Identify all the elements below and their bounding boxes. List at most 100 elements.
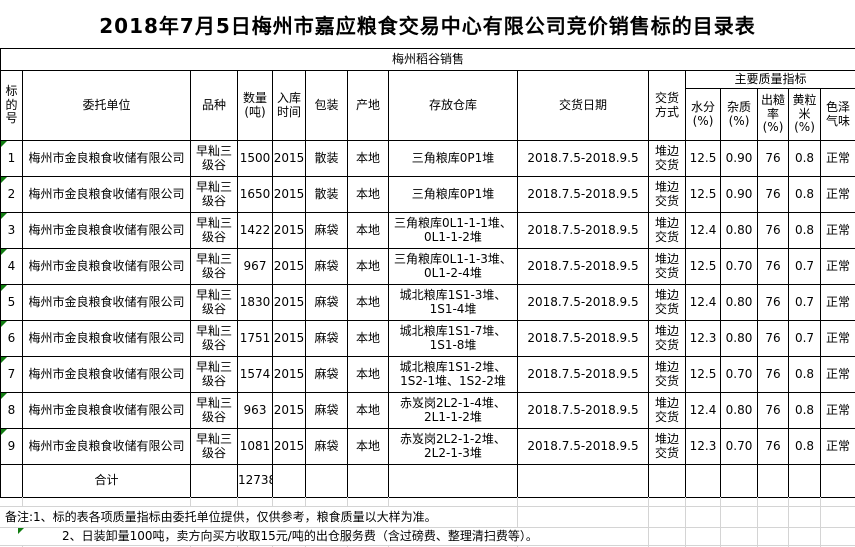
cell-brown-rice-rate[interactable]: 76 [757, 356, 789, 393]
cell-moisture[interactable]: 12.5 [685, 248, 721, 285]
cell-entrusting-unit[interactable]: 梅州市金良粮食收储有限公司 [22, 356, 191, 393]
cell-delivery-method[interactable]: 堆边 交货 [648, 428, 686, 465]
note-line-2[interactable]: 2、日装卸量100吨，卖方向买方收取15元/吨的出仓服务费（含过磅费、整理清扫费… [62, 529, 538, 543]
col-header-warehouse[interactable]: 存放仓库 [388, 70, 518, 141]
cell-moisture[interactable]: 12.5 [685, 140, 721, 177]
cell-origin[interactable]: 本地 [347, 176, 389, 213]
total-empty-cell[interactable] [788, 464, 821, 498]
cell-warehouse[interactable]: 三角粮库0P1堆 [388, 140, 518, 177]
total-empty-cell[interactable] [648, 464, 686, 498]
cell-packing[interactable]: 散装 [305, 176, 348, 213]
cell-moisture[interactable]: 12.5 [685, 176, 721, 213]
cell-color-odor[interactable]: 正常 [819, 356, 855, 393]
cell-warehouse[interactable]: 三角粮库0L1-1-3堆、 0L1-2-4堆 [388, 248, 518, 285]
cell-origin[interactable]: 本地 [347, 140, 389, 177]
cell-brown-rice-rate[interactable]: 76 [757, 428, 789, 465]
cell-yellow-grain[interactable]: 0.8 [788, 356, 821, 393]
cell-storage-year[interactable]: 2015 [272, 248, 306, 285]
cell-brown-rice-rate[interactable]: 76 [757, 392, 789, 429]
cell-variety[interactable]: 早籼三 级谷 [190, 248, 238, 285]
cell-yellow-grain[interactable]: 0.8 [788, 212, 821, 249]
total-empty-cell[interactable] [685, 464, 721, 498]
total-empty-cell[interactable] [272, 464, 306, 498]
cell-storage-year[interactable]: 2015 [272, 176, 306, 213]
cell-delivery-date[interactable]: 2018.7.5-2018.9.5 [517, 428, 649, 465]
col-header-brown-rice-rate[interactable]: 出糙 率 (%) [757, 88, 789, 141]
cell-storage-year[interactable]: 2015 [272, 140, 306, 177]
cell-packing[interactable]: 麻袋 [305, 320, 348, 357]
cell-yellow-grain[interactable]: 0.7 [788, 320, 821, 357]
cell-entrusting-unit[interactable]: 梅州市金良粮食收储有限公司 [22, 428, 191, 465]
cell-moisture[interactable]: 12.4 [685, 392, 721, 429]
total-empty-cell[interactable] [388, 464, 518, 498]
cell-origin[interactable]: 本地 [347, 284, 389, 321]
cell-delivery-date[interactable]: 2018.7.5-2018.9.5 [517, 320, 649, 357]
total-empty-cell[interactable] [819, 464, 855, 498]
cell-color-odor[interactable]: 正常 [819, 392, 855, 429]
cell-impurity[interactable]: 0.70 [720, 356, 758, 393]
cell-storage-year[interactable]: 2015 [272, 284, 306, 321]
cell-delivery-method[interactable]: 堆边 交货 [648, 140, 686, 177]
cell-entrusting-unit[interactable]: 梅州市金良粮食收储有限公司 [22, 248, 191, 285]
col-header-origin[interactable]: 产地 [347, 70, 389, 141]
cell-variety[interactable]: 早籼三 级谷 [190, 284, 238, 321]
cell-quantity-tons[interactable]: 1574 [237, 356, 273, 393]
cell-impurity[interactable]: 0.90 [720, 140, 758, 177]
total-empty-cell[interactable] [517, 464, 649, 498]
cell-packing[interactable]: 麻袋 [305, 356, 348, 393]
cell-warehouse[interactable]: 城北粮库1S1-2堆、 1S2-1堆、1S2-2堆 [388, 356, 518, 393]
cell-quantity-tons[interactable]: 1830 [237, 284, 273, 321]
col-header-moisture[interactable]: 水分 (%) [685, 88, 721, 141]
cell-brown-rice-rate[interactable]: 76 [757, 248, 789, 285]
col-header-quality-group[interactable]: 主要质量指标 [684, 70, 855, 89]
cell-origin[interactable]: 本地 [347, 356, 389, 393]
cell-impurity[interactable]: 0.70 [720, 248, 758, 285]
cell-origin[interactable]: 本地 [347, 212, 389, 249]
cell-delivery-method[interactable]: 堆边 交货 [648, 212, 686, 249]
cell-impurity[interactable]: 0.70 [720, 428, 758, 465]
cell-impurity[interactable]: 0.90 [720, 176, 758, 213]
total-quantity-cell[interactable]: 12738 [237, 464, 273, 498]
cell-variety[interactable]: 早籼三 级谷 [190, 428, 238, 465]
cell-quantity-tons[interactable]: 1422 [237, 212, 273, 249]
col-header-impurity[interactable]: 杂质 (%) [720, 88, 758, 141]
cell-quantity-tons[interactable]: 1500 [237, 140, 273, 177]
cell-origin[interactable]: 本地 [347, 320, 389, 357]
cell-origin[interactable]: 本地 [347, 248, 389, 285]
cell-origin[interactable]: 本地 [347, 428, 389, 465]
cell-packing[interactable]: 麻袋 [305, 212, 348, 249]
col-header-yellow-grain[interactable]: 黄粒 米 (%) [788, 88, 821, 141]
note-line-1[interactable]: 备注:1、标的表各项质量指标由委托单位提供，仅供参考，粮食质量以大样为准。 [5, 510, 437, 524]
cell-warehouse[interactable]: 赤岌岗2L2-1-4堆、 2L1-1-2堆 [388, 392, 518, 429]
cell-warehouse[interactable]: 城北粮库1S1-7堆、 1S1-8堆 [388, 320, 518, 357]
cell-brown-rice-rate[interactable]: 76 [757, 140, 789, 177]
cell-quantity-tons[interactable]: 1650 [237, 176, 273, 213]
cell-color-odor[interactable]: 正常 [819, 176, 855, 213]
cell-entrusting-unit[interactable]: 梅州市金良粮食收储有限公司 [22, 320, 191, 357]
cell-packing[interactable]: 散装 [305, 140, 348, 177]
cell-packing[interactable]: 麻袋 [305, 392, 348, 429]
cell-moisture[interactable]: 12.4 [685, 212, 721, 249]
cell-storage-year[interactable]: 2015 [272, 392, 306, 429]
cell-color-odor[interactable]: 正常 [819, 320, 855, 357]
cell-quantity-tons[interactable]: 1751 [237, 320, 273, 357]
cell-origin[interactable]: 本地 [347, 392, 389, 429]
cell-delivery-date[interactable]: 2018.7.5-2018.9.5 [517, 356, 649, 393]
cell-delivery-date[interactable]: 2018.7.5-2018.9.5 [517, 176, 649, 213]
cell-yellow-grain[interactable]: 0.8 [788, 140, 821, 177]
total-empty-cell[interactable] [305, 464, 348, 498]
cell-packing[interactable]: 麻袋 [305, 428, 348, 465]
cell-moisture[interactable]: 12.4 [685, 284, 721, 321]
cell-delivery-method[interactable]: 堆边 交货 [648, 176, 686, 213]
cell-yellow-grain[interactable]: 0.8 [788, 392, 821, 429]
cell-quantity-tons[interactable]: 1081 [237, 428, 273, 465]
total-empty-cell[interactable] [347, 464, 389, 498]
col-header-color-odor[interactable]: 色泽 气味 [819, 88, 855, 141]
cell-color-odor[interactable]: 正常 [819, 284, 855, 321]
cell-delivery-date[interactable]: 2018.7.5-2018.9.5 [517, 392, 649, 429]
total-empty-cell[interactable] [0, 464, 23, 498]
cell-storage-year[interactable]: 2015 [272, 356, 306, 393]
cell-storage-year[interactable]: 2015 [272, 428, 306, 465]
cell-delivery-date[interactable]: 2018.7.5-2018.9.5 [517, 212, 649, 249]
cell-yellow-grain[interactable]: 0.8 [788, 176, 821, 213]
